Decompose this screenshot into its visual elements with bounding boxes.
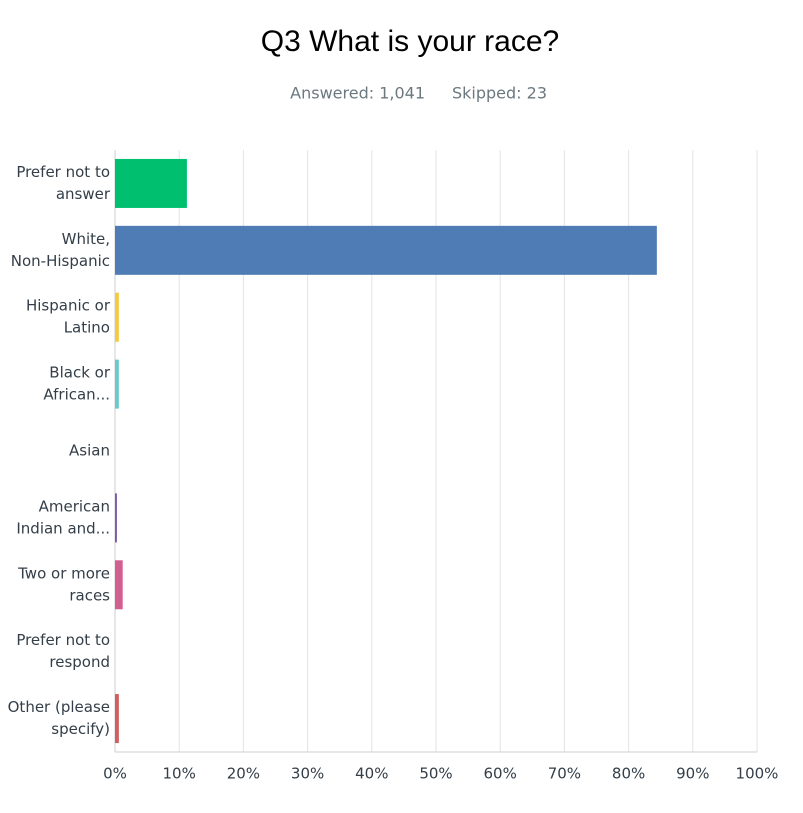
bar bbox=[115, 292, 119, 342]
x-tick-label: 30% bbox=[291, 765, 324, 783]
y-tick-label: Indian and... bbox=[16, 519, 110, 537]
y-tick-label: answer bbox=[56, 185, 111, 203]
x-tick-label: 0% bbox=[103, 765, 127, 783]
bar bbox=[115, 493, 117, 543]
bar bbox=[115, 225, 657, 275]
x-tick-label: 10% bbox=[163, 765, 196, 783]
x-tick-label: 20% bbox=[227, 765, 260, 783]
x-tick-label: 60% bbox=[484, 765, 517, 783]
y-tick-label: Hispanic or bbox=[26, 297, 111, 315]
skipped: Skipped: 23 bbox=[452, 84, 547, 103]
x-tick-label: 100% bbox=[736, 765, 779, 783]
y-tick-label: Two or more bbox=[17, 564, 110, 582]
y-tick-label: Black or bbox=[49, 364, 111, 382]
y-tick-label: races bbox=[69, 586, 110, 604]
y-tick-label: respond bbox=[49, 653, 110, 671]
bar bbox=[115, 560, 123, 610]
x-tick-label: 50% bbox=[419, 765, 452, 783]
y-tick-label: Asian bbox=[69, 442, 110, 460]
x-tick-label: 70% bbox=[548, 765, 581, 783]
y-tick-label: Latino bbox=[64, 319, 110, 337]
bar bbox=[115, 694, 119, 744]
x-tick-label: 90% bbox=[676, 765, 709, 783]
bar bbox=[115, 359, 119, 409]
y-tick-label: American bbox=[39, 497, 110, 515]
x-tick-label: 40% bbox=[355, 765, 388, 783]
y-tick-label: African... bbox=[43, 386, 110, 404]
y-tick-label: Prefer not to bbox=[16, 163, 110, 181]
y-tick-label: specify) bbox=[51, 720, 110, 738]
answered: Answered: 1,041 bbox=[290, 84, 425, 103]
bar bbox=[115, 158, 187, 208]
x-tick-label: 80% bbox=[612, 765, 645, 783]
y-tick-label: Non-Hispanic bbox=[11, 252, 110, 270]
chart-title: Q3 What is your race? bbox=[261, 25, 559, 58]
y-tick-label: White, bbox=[62, 230, 110, 248]
y-tick-label: Prefer not to bbox=[16, 631, 110, 649]
y-tick-label: Other (please bbox=[8, 698, 110, 716]
